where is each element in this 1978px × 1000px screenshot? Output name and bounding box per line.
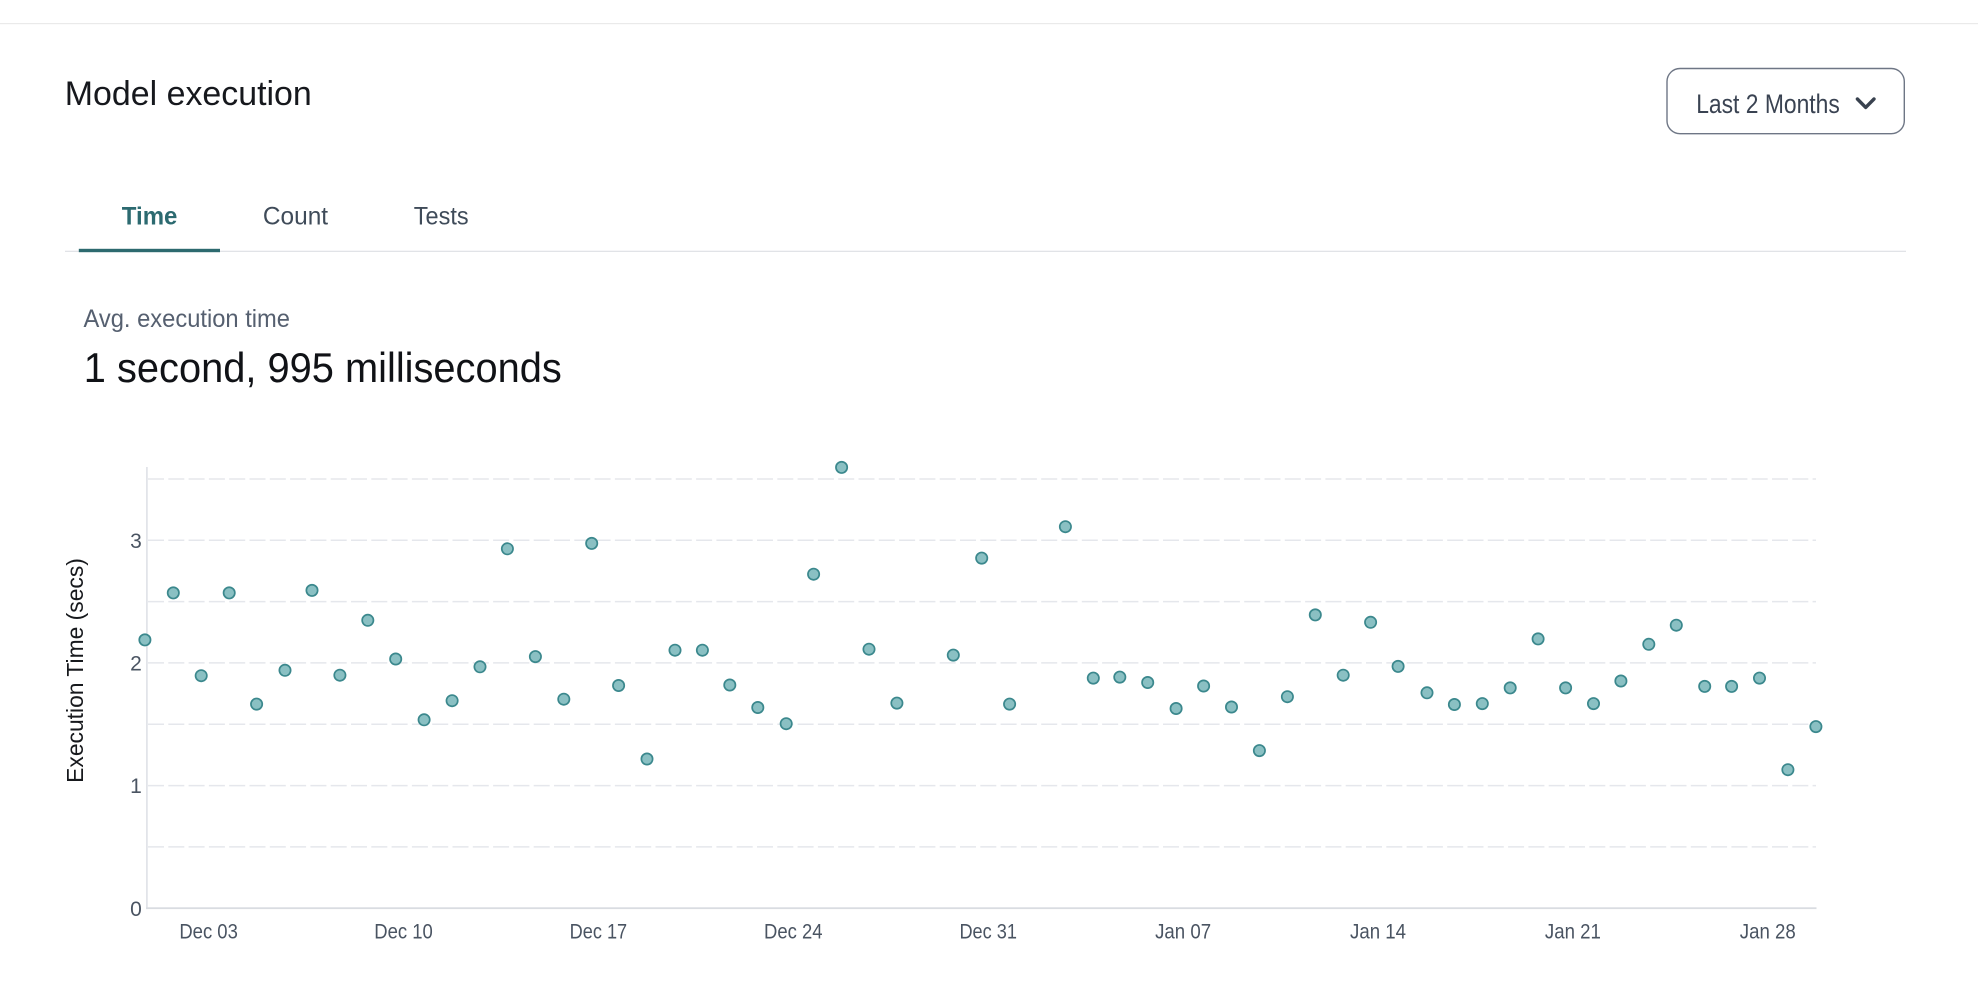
svg-text:Dec 24: Dec 24 (764, 921, 823, 944)
svg-text:Jan 07: Jan 07 (1155, 921, 1211, 944)
svg-text:Dec 31: Dec 31 (959, 921, 1017, 944)
svg-text:Jan 14: Jan 14 (1350, 921, 1406, 944)
svg-text:Jan 21: Jan 21 (1545, 921, 1601, 944)
svg-text:Time: Time (122, 202, 178, 230)
svg-text:3: 3 (130, 530, 142, 553)
svg-text:2: 2 (130, 653, 142, 676)
svg-text:Jan 28: Jan 28 (1740, 921, 1796, 944)
svg-text:Dec 03: Dec 03 (179, 921, 238, 944)
svg-text:Tests: Tests (414, 202, 469, 230)
svg-text:Dec 17: Dec 17 (570, 921, 628, 944)
svg-text:Count: Count (263, 202, 328, 230)
svg-text:1: 1 (130, 775, 142, 798)
svg-text:1 second, 995 milliseconds: 1 second, 995 milliseconds (84, 344, 562, 391)
svg-text:Dec 10: Dec 10 (374, 921, 433, 944)
svg-text:Avg. execution time: Avg. execution time (84, 305, 291, 333)
svg-text:Last 2 Months: Last 2 Months (1696, 89, 1840, 119)
svg-text:Model execution: Model execution (65, 75, 312, 113)
svg-text:0: 0 (130, 898, 142, 921)
svg-text:Execution Time (secs): Execution Time (secs) (62, 558, 88, 783)
